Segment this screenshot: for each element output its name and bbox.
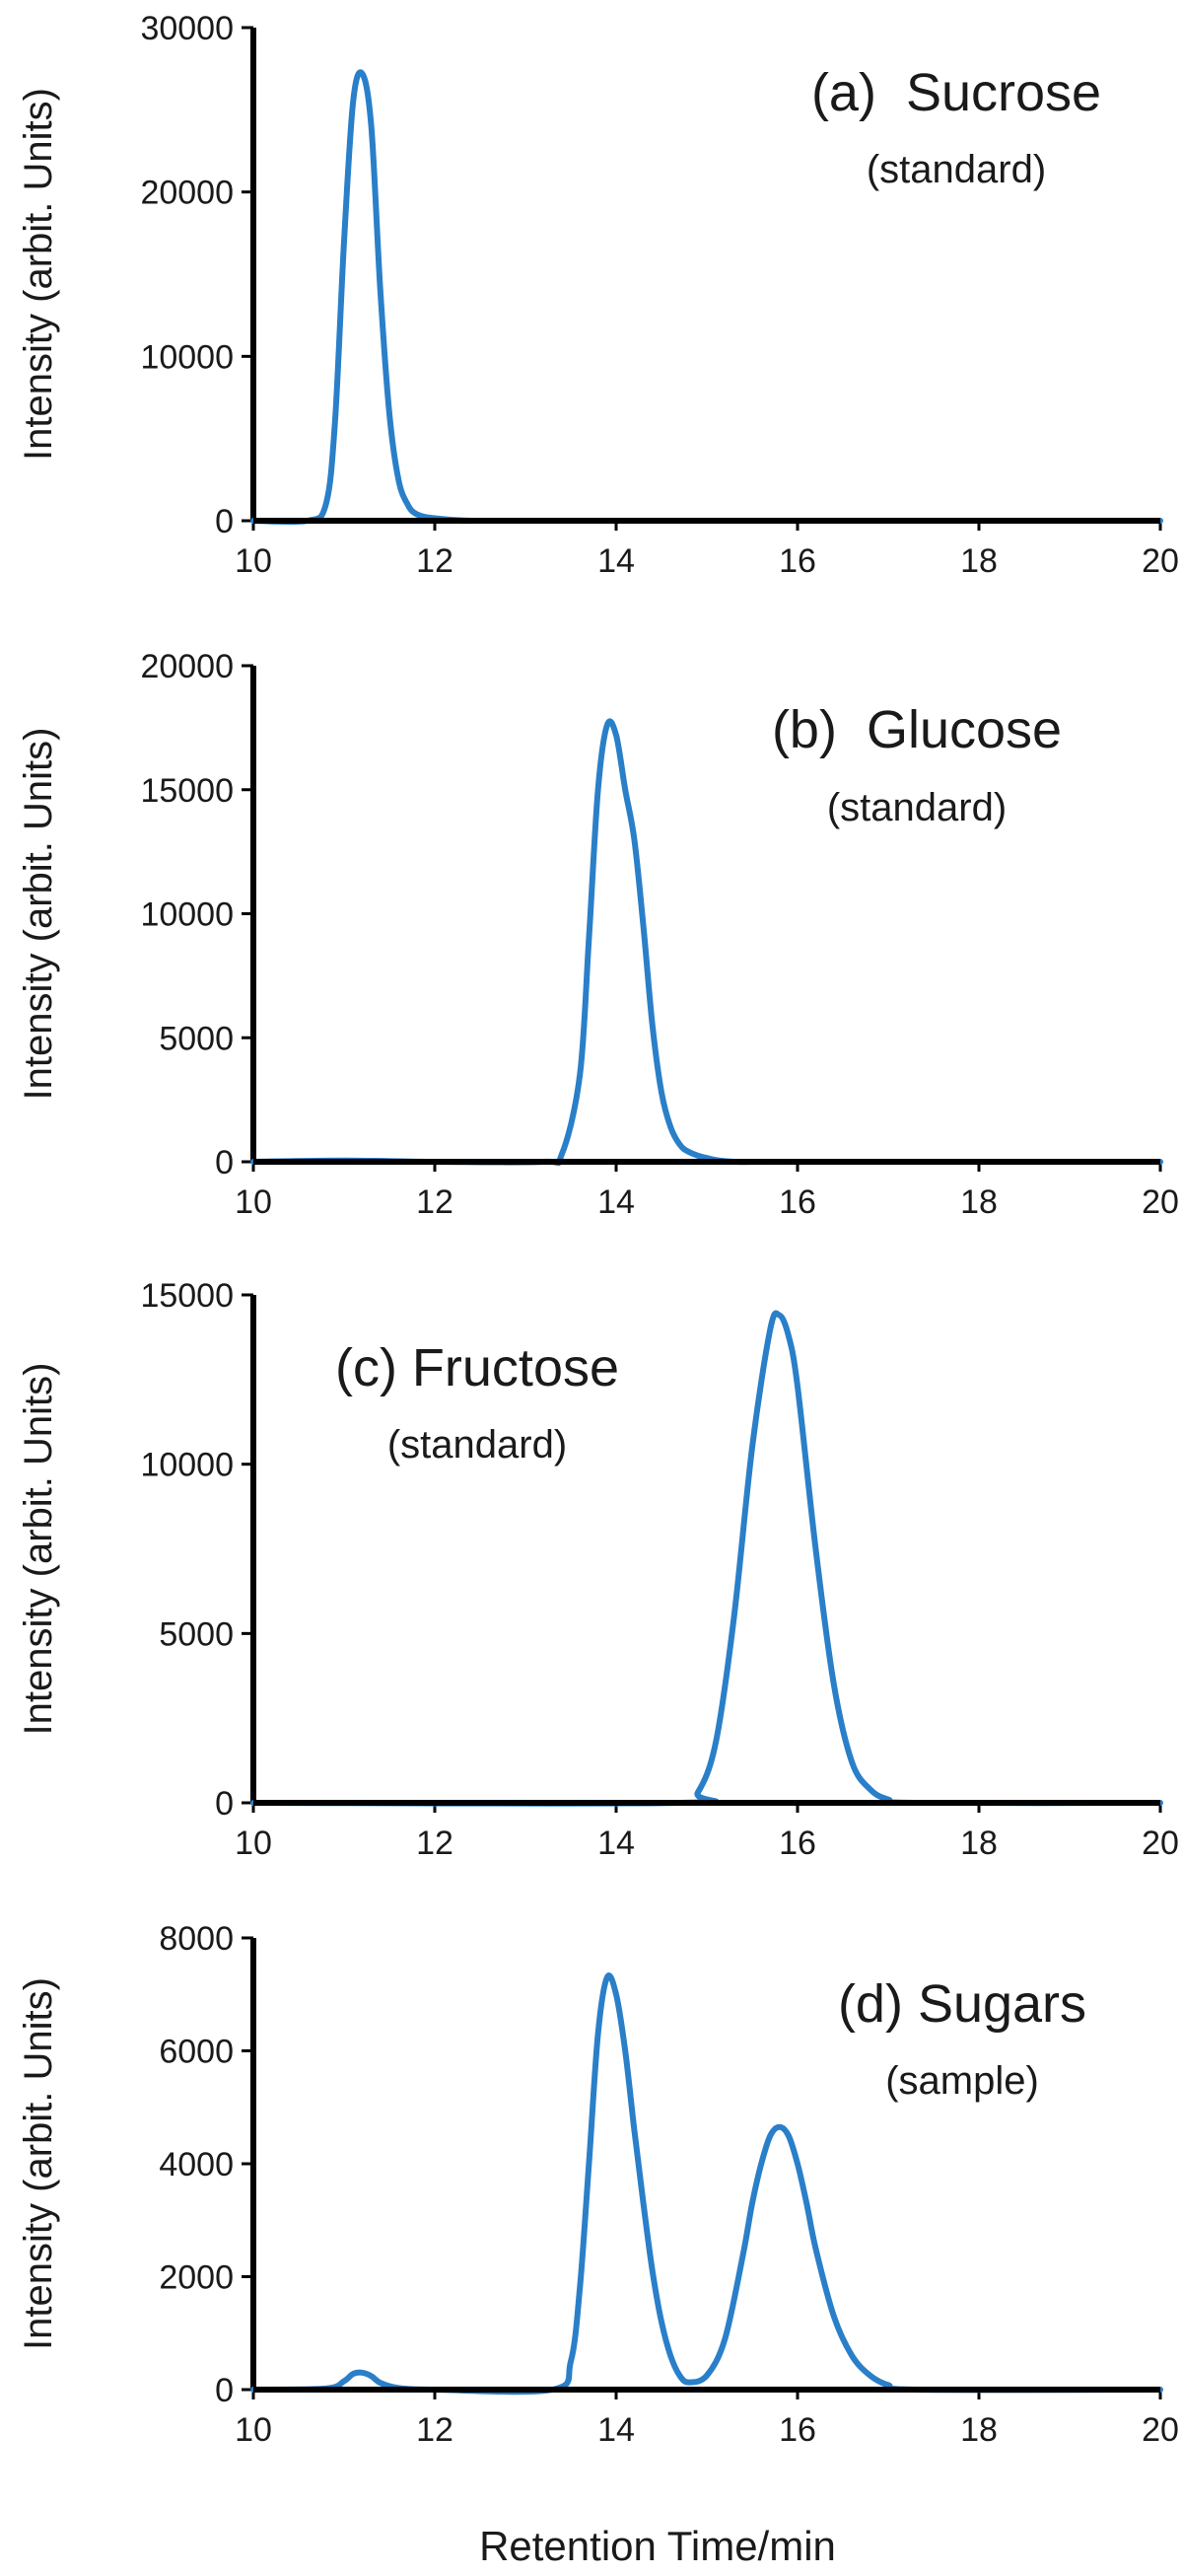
y-tick-label: 30000 xyxy=(140,10,234,47)
panel-annotation-sub: (sample) xyxy=(885,2059,1039,2103)
x-tick-label: 20 xyxy=(1142,1825,1179,1862)
x-tick-label: 16 xyxy=(779,1183,816,1221)
y-tick-label: 10000 xyxy=(140,896,234,934)
x-tick-label: 12 xyxy=(416,2411,453,2449)
x-tick-label: 18 xyxy=(960,2411,998,2449)
y-axis-label: Intensity (arbit. Units) xyxy=(17,88,60,461)
y-tick-label: 0 xyxy=(215,2372,234,2409)
x-tick-label: 18 xyxy=(960,542,998,580)
x-tick-label: 16 xyxy=(779,542,816,580)
x-tick-label: 14 xyxy=(597,2411,635,2449)
y-tick-label: 5000 xyxy=(159,1020,234,1057)
x-tick-label: 20 xyxy=(1142,1183,1179,1221)
y-axis-label: Intensity (arbit. Units) xyxy=(17,1363,60,1736)
panel-annotation: (d) Sugars xyxy=(838,1974,1086,2034)
x-tick-label: 20 xyxy=(1142,542,1179,580)
y-axis-label: Intensity (arbit. Units) xyxy=(17,728,60,1101)
x-tick-label: 10 xyxy=(235,1183,272,1221)
x-tick-label: 16 xyxy=(779,1825,816,1862)
y-tick-label: 15000 xyxy=(140,772,234,810)
chromatogram-line xyxy=(250,1310,1163,1807)
x-tick-label: 18 xyxy=(960,1183,998,1221)
y-tick-label: 10000 xyxy=(140,1447,234,1484)
y-axis-label: Intensity (arbit. Units) xyxy=(17,1977,60,2350)
x-axis-label: Retention Time/min xyxy=(479,2523,836,2569)
y-tick-label: 5000 xyxy=(159,1615,234,1653)
panel-annotation-sub: (standard) xyxy=(387,1423,567,1467)
y-tick-label: 0 xyxy=(215,503,234,540)
x-tick-label: 14 xyxy=(597,1825,635,1862)
panel-annotation-sub: (standard) xyxy=(827,786,1007,829)
panel-b: 0 5000 10000 15000 20000 10 12 14 16 18 20 Intensit… xyxy=(17,648,1179,1221)
x-tick-label: 14 xyxy=(597,542,635,580)
x-tick-label: 16 xyxy=(779,2411,816,2449)
panel-annotation-sub: (standard) xyxy=(867,148,1046,191)
y-tick-label: 20000 xyxy=(140,175,234,212)
y-tick-label: 10000 xyxy=(140,338,234,376)
x-tick-label: 14 xyxy=(597,1183,635,1221)
y-tick-label: 15000 xyxy=(140,1277,234,1315)
x-tick-label: 10 xyxy=(235,2411,272,2449)
chromatogram-line xyxy=(250,69,1163,526)
x-tick-label: 10 xyxy=(235,542,272,580)
panel-a: 0 10000 20000 30000 10 12 14 16 18 20 Intensity (a… xyxy=(17,10,1179,580)
y-tick-label: 8000 xyxy=(159,1920,234,1958)
panel-annotation: (c) Fructose xyxy=(335,1338,619,1397)
y-tick-label: 6000 xyxy=(159,2034,234,2071)
panel-c: 0 5000 10000 15000 10 12 14 16 18 20 Intensity (ar… xyxy=(17,1277,1179,1862)
x-tick-label: 12 xyxy=(416,542,453,580)
chromatogram-line xyxy=(250,1972,1163,2396)
y-tick-label: 2000 xyxy=(159,2259,234,2297)
y-tick-label: 0 xyxy=(215,1785,234,1823)
y-tick-label: 20000 xyxy=(140,648,234,685)
x-tick-label: 10 xyxy=(235,1825,272,1862)
y-tick-label: 0 xyxy=(215,1144,234,1181)
panel-d: 0 2000 4000 6000 8000 10 12 14 16 18 20 Intensity (… xyxy=(17,1920,1179,2569)
y-tick-label: 4000 xyxy=(159,2146,234,2183)
panel-annotation: (b) Glucose xyxy=(772,700,1062,759)
chromatogram-line xyxy=(250,718,1163,1167)
x-tick-label: 12 xyxy=(416,1183,453,1221)
panel-annotation: (a) Sucrose xyxy=(811,63,1101,122)
x-tick-label: 12 xyxy=(416,1825,453,1862)
x-tick-label: 20 xyxy=(1142,2411,1179,2449)
x-tick-label: 18 xyxy=(960,1825,998,1862)
